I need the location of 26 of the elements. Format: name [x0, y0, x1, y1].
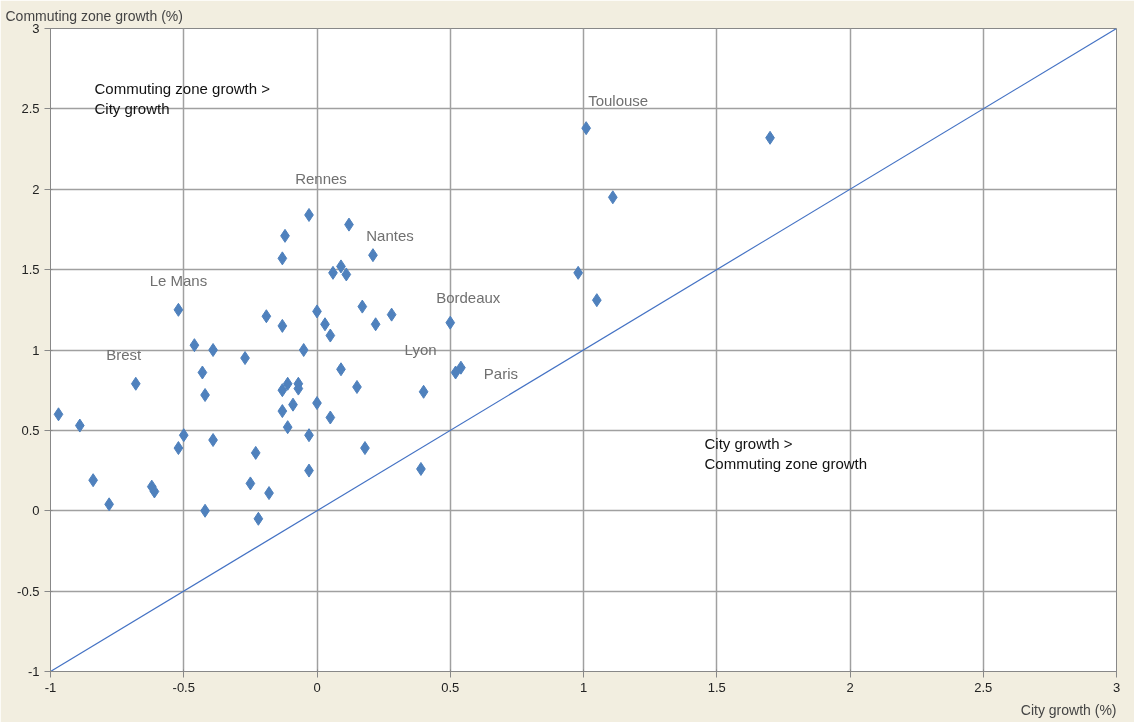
y-tick-label: 1: [32, 342, 40, 358]
y-axis-title: Commuting zone growth (%): [5, 7, 183, 24]
x-tick-label: 0.5: [441, 679, 460, 695]
annotation: Commuting zone growth > City growth: [94, 79, 271, 117]
annotation: Nantes: [366, 226, 414, 244]
x-tick-label: 2: [846, 679, 854, 695]
x-tick-label: 3: [1112, 679, 1121, 695]
x-axis-title: City growth (%): [1020, 701, 1117, 718]
y-tick-label: -1: [27, 664, 40, 679]
annotation: Paris: [483, 365, 519, 383]
x-tick-label: 2.5: [974, 679, 993, 695]
x-tick-label: -1: [44, 679, 57, 695]
x-tick-label: 1: [579, 679, 588, 695]
y-tick-label: 0: [32, 503, 40, 519]
y-tick-label: 2: [32, 181, 40, 197]
annotation: Brest: [106, 346, 143, 364]
y-tick-label: 1.5: [21, 262, 40, 278]
x-tick-label: 0: [313, 679, 321, 695]
y-tick-label: 3: [32, 21, 40, 36]
annotation: City growth > Commuting zone growth: [704, 434, 868, 472]
annotation: Toulouse: [588, 91, 649, 109]
y-tick-label: -0.5: [17, 583, 40, 599]
x-tick-label: 1.5: [707, 679, 726, 695]
x-tick-label: -0.5: [172, 679, 195, 695]
y-tick-label: 0.5: [21, 422, 40, 438]
y-tick-label: 2.5: [21, 101, 40, 117]
